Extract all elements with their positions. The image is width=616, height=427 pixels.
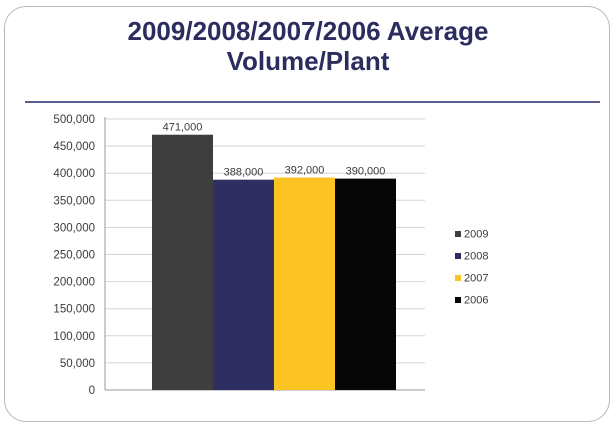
y-tick-label: 450,000 xyxy=(53,141,95,153)
y-tick-label: 350,000 xyxy=(53,195,95,207)
data-label-2007: 392,000 xyxy=(285,165,325,177)
bar-2007 xyxy=(274,177,335,390)
legend-swatch-2006 xyxy=(455,297,461,303)
data-label-2008: 388,000 xyxy=(224,167,264,179)
legend-label-2007: 2007 xyxy=(464,273,488,285)
y-tick-label: 0 xyxy=(89,385,95,397)
title-divider xyxy=(25,101,600,103)
legend-swatch-2009 xyxy=(455,231,461,237)
y-tick-label: 250,000 xyxy=(53,250,95,262)
bar-2006 xyxy=(335,178,396,390)
chart-title: 2009/2008/2007/2006 Average Volume/Plant xyxy=(127,16,489,76)
bar-2008 xyxy=(213,179,274,390)
legend-swatch-2008 xyxy=(455,253,461,259)
y-tick-label: 150,000 xyxy=(53,304,95,316)
legend-label-2009: 2009 xyxy=(464,229,488,241)
legend-swatch-2007 xyxy=(455,275,461,281)
y-tick-label: 400,000 xyxy=(53,168,95,180)
y-tick-label: 50,000 xyxy=(60,358,95,370)
y-tick-label: 200,000 xyxy=(53,277,95,289)
bar-2009 xyxy=(152,134,213,390)
y-tick-label: 500,000 xyxy=(53,114,95,126)
y-tick-label: 300,000 xyxy=(53,222,95,234)
data-label-2006: 390,000 xyxy=(346,166,386,178)
legend-label-2006: 2006 xyxy=(464,295,488,307)
legend-label-2008: 2008 xyxy=(464,251,488,263)
y-tick-label: 100,000 xyxy=(53,331,95,343)
data-label-2009: 471,000 xyxy=(163,122,203,134)
